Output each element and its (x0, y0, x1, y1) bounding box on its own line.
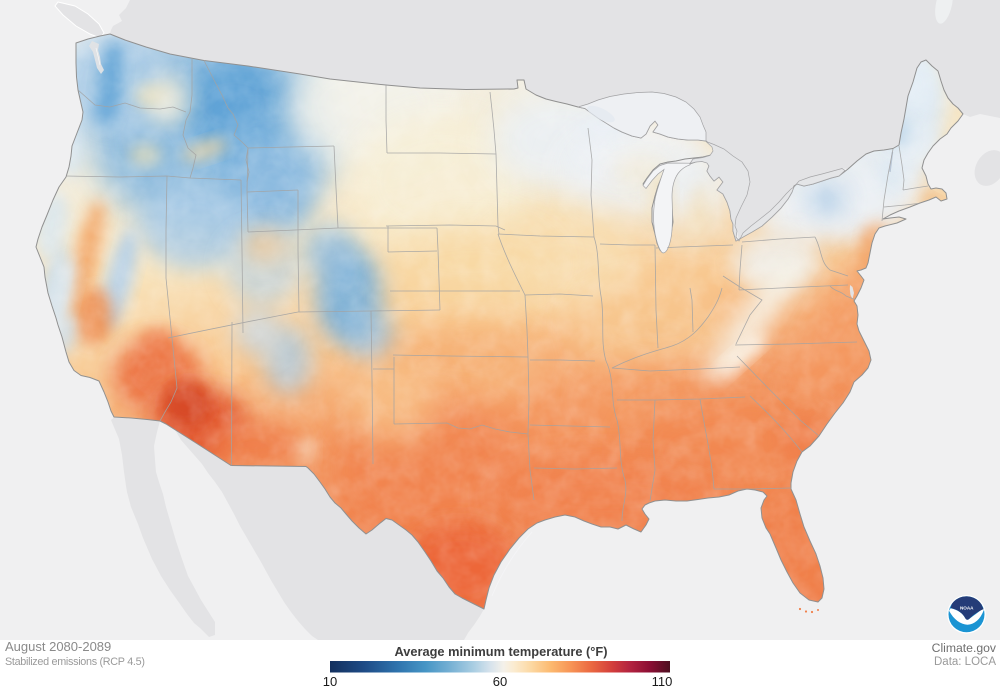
svg-text:August 2080-2089: August 2080-2089 (5, 639, 111, 654)
svg-text:10: 10 (323, 674, 337, 689)
svg-text:60: 60 (493, 674, 507, 689)
svg-text:Average minimum temperature (: Average minimum temperature (°F) (395, 644, 608, 659)
svg-text:Stabilized emissions (RCP 4.5): Stabilized emissions (RCP 4.5) (5, 656, 145, 668)
svg-text:Climate.gov: Climate.gov (932, 641, 997, 655)
svg-text:NOAA: NOAA (960, 605, 974, 610)
svg-text:Data: LOCA: Data: LOCA (934, 656, 996, 668)
svg-text:110: 110 (652, 674, 673, 689)
